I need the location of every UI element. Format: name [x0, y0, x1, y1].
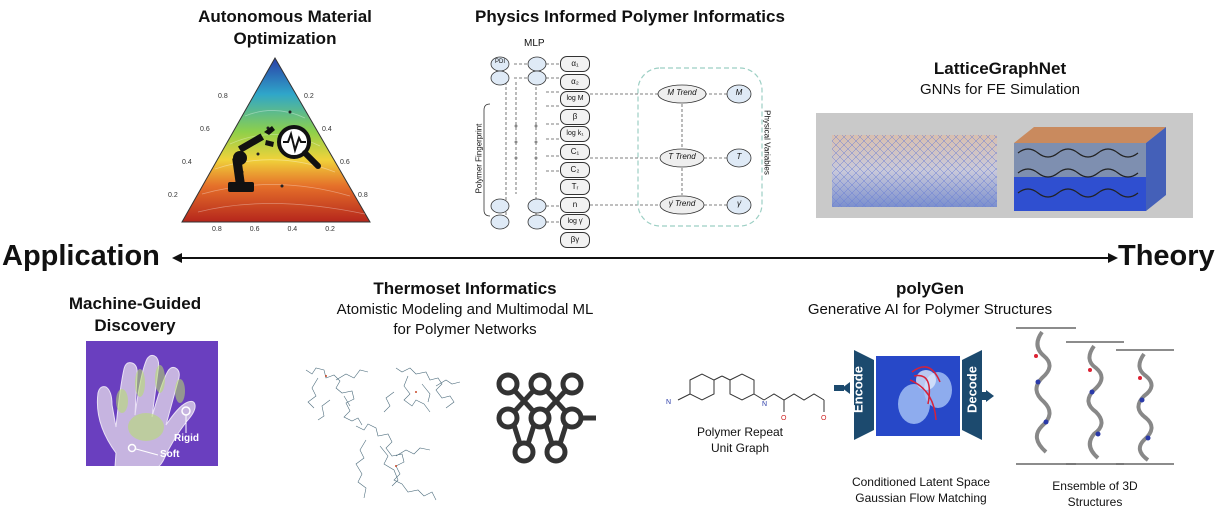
variable-node-t: T — [736, 152, 742, 161]
tick-label: 0.6 — [249, 226, 260, 233]
polygen-subtitle: Generative AI for Polymer Structures — [807, 301, 1053, 318]
ternary-contour-plot — [181, 56, 371, 223]
repeat-unit-caption-line1: Polymer Repeat — [696, 425, 784, 439]
encode-block — [854, 350, 874, 440]
thermoset-subtitle-line1: Atomistic Modeling and Multimodal ML — [336, 301, 594, 318]
repeat-unit-caption-line2: Unit Graph — [710, 441, 770, 455]
pipi-title: Physics Informed Polymer Informatics — [475, 7, 785, 26]
pipi-diagram: MLP PDI Polymer Fingerprint Physical Var… — [470, 34, 780, 248]
repeat-unit-caption: Polymer Repeat Unit Graph — [690, 424, 790, 456]
output-node: n — [560, 196, 590, 213]
thermoset-title: Thermoset Informatics — [373, 279, 557, 298]
autonomous-title-line1: Autonomous Material — [198, 7, 372, 26]
physical-variables-label: Physical Variables — [762, 110, 772, 175]
polygen-pipeline-graphic — [834, 350, 994, 440]
tick-label: 0.8 — [358, 192, 368, 199]
output-node: βγ — [560, 231, 590, 248]
trend-node-t: T Trend — [668, 152, 696, 161]
variable-node-gamma: γ̇ — [737, 199, 741, 208]
ensemble-caption: Ensemble of 3D Structures — [1040, 478, 1150, 510]
lattice-title: LatticeGraphNet — [933, 59, 1067, 78]
trend-node-m: M Trend — [667, 88, 697, 97]
tick-label: 0.2 — [304, 93, 314, 100]
output-node-list: α₁ α₂ log M β log k₁ C₁ C₂ Tᵣ n log γ̇ β… — [560, 56, 590, 248]
output-node: log M — [560, 91, 590, 108]
output-node: α₂ — [560, 73, 590, 90]
lattice-solid-image — [1014, 127, 1166, 211]
lattice-wireframe-image — [832, 135, 997, 207]
output-node: α₁ — [560, 56, 590, 72]
output-node: β — [560, 108, 590, 125]
ternary-left-ticks: 0.8 0.6 0.4 0.2 — [168, 80, 228, 212]
svg-text:O: O — [781, 415, 787, 422]
rigid-label: Rigid — [174, 433, 199, 444]
autonomous-title-line2: Optimization — [233, 29, 337, 48]
trend-node-gamma: γ̇ Trend — [668, 199, 696, 208]
pdi-node-label: PDI — [494, 59, 505, 65]
soft-label: Soft — [160, 449, 180, 460]
latent-caption-line1: Conditioned Latent Space — [851, 475, 991, 489]
svg-text:N: N — [762, 401, 767, 408]
decode-label: Decode — [964, 366, 980, 413]
polymer-network-structures-image — [305, 367, 461, 501]
lattice-render-panel — [816, 113, 1193, 218]
machine-title: Machine-Guided Discovery — [40, 293, 230, 337]
polygen-title: polyGen — [895, 279, 964, 298]
tick-label: 0.2 — [325, 226, 335, 233]
tick-label: 0.4 — [322, 126, 332, 133]
output-node: log k₁ — [560, 126, 590, 143]
tick-label: 0.8 — [212, 226, 222, 233]
svg-text:N: N — [666, 399, 671, 406]
ternary-triangle — [181, 56, 371, 223]
latent-caption: Conditioned Latent Space Gaussian Flow M… — [826, 474, 1016, 506]
physical-variables-box — [637, 67, 763, 227]
tick-label: 0.6 — [340, 159, 350, 166]
thermoset-subtitle: Atomistic Modeling and Multimodal ML for… — [300, 300, 630, 340]
neural-network-icon — [496, 372, 596, 464]
axis-label-theory: Theory — [1118, 240, 1215, 272]
polymer-repeat-unit-molecule: N N O O — [666, 373, 827, 422]
output-node: log γ̇ — [560, 214, 590, 231]
tick-label: 0.4 — [287, 226, 298, 233]
axis-label-application: Application — [2, 240, 160, 272]
tick-label: 0.2 — [168, 192, 178, 199]
thermoset-subtitle-line2: for Polymer Networks — [393, 321, 537, 338]
ensemble-caption-line1: Ensemble of 3D — [1052, 479, 1138, 493]
machine-title-line2: Discovery — [94, 316, 176, 335]
pipi-connectors — [483, 56, 763, 230]
ternary-bottom-ticks: 0.8 0.6 0.4 0.2 — [212, 226, 335, 233]
machine-title-line1: Machine-Guided — [68, 294, 202, 313]
hand-shape — [96, 354, 196, 466]
application-theory-axis-arrow — [172, 253, 1118, 263]
magnifier-analysis-icon — [277, 125, 321, 169]
output-node: C₂ — [560, 161, 590, 178]
ternary-right-ticks: 0.2 0.4 0.6 0.8 — [300, 80, 368, 212]
fingerprint-label: Polymer Fingerprint — [474, 123, 484, 194]
output-node: C₁ — [560, 143, 590, 160]
latent-caption-line2: Gaussian Flow Matching — [855, 491, 987, 505]
tick-label: 0.4 — [182, 159, 192, 166]
svg-text:O: O — [821, 415, 827, 422]
robot-arm-icon — [228, 126, 275, 192]
variable-node-m: M — [735, 88, 743, 97]
tick-label: 0.6 — [200, 126, 210, 133]
decode-block — [962, 350, 982, 440]
mlp-label: MLP — [524, 38, 545, 49]
output-node: Tᵣ — [560, 179, 590, 196]
ensemble-3d-structures-image — [1016, 327, 1174, 465]
soft-robotic-hand-photo: Rigid Soft — [86, 341, 218, 466]
lattice-subtitle: GNNs for FE Simulation — [919, 81, 1081, 98]
tick-label: 0.8 — [218, 93, 228, 100]
autonomous-title: Autonomous Material Optimization — [160, 6, 410, 50]
ensemble-caption-line2: Structures — [1067, 495, 1123, 509]
encode-label: Encode — [850, 366, 866, 413]
